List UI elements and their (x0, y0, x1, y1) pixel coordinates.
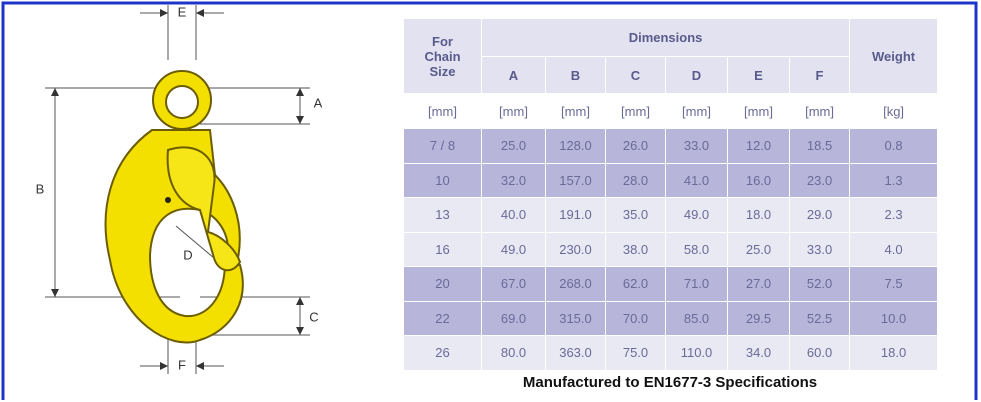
data-cell: 2.3 (849, 197, 939, 233)
data-cell: 23.0 (788, 162, 851, 198)
label-f: F (178, 357, 186, 372)
data-cell: 26 (403, 335, 482, 371)
data-cell: 69.0 (481, 300, 546, 336)
data-cell: 1.3 (849, 162, 939, 198)
header-column: F (788, 56, 851, 94)
table-row: 13 40.0 191.0 35.0 49.0 18.0 29.0 2.3 (403, 197, 939, 233)
table-row: 7 / 8 25.0 128.0 26.0 33.0 12.0 18.5 0.8 (403, 128, 939, 164)
data-cell: 85.0 (665, 300, 728, 336)
unit-cell: [mm] (605, 93, 666, 129)
unit-cell: [mm] (727, 93, 790, 129)
data-cell: 49.0 (481, 231, 546, 267)
data-cell: 67.0 (481, 266, 546, 302)
data-cell: 12.0 (727, 128, 790, 164)
data-cell: 34.0 (727, 335, 790, 371)
data-cell: 315.0 (545, 300, 606, 336)
data-cell: 75.0 (605, 335, 666, 371)
data-cell: 16 (403, 231, 482, 267)
label-c: C (309, 309, 318, 324)
label-b: B (36, 181, 45, 196)
data-cell: 41.0 (665, 162, 728, 198)
data-cell: 40.0 (481, 197, 546, 233)
header-column: B (545, 56, 606, 94)
data-cell: 230.0 (545, 231, 606, 267)
header-weight: Weight (849, 18, 939, 94)
data-cell: 128.0 (545, 128, 606, 164)
data-cell: 7 / 8 (403, 128, 482, 164)
table-row: 26 80.0 363.0 75.0 110.0 34.0 60.0 18.0 (403, 335, 939, 371)
unit-cell: [mm] (403, 93, 482, 129)
caption: Manufactured to EN1677-3 Specifications (522, 374, 818, 391)
table-row: For Chain Size Dimensions Weight (403, 18, 939, 94)
data-cell: 18.0 (727, 197, 790, 233)
data-cell: 20 (403, 266, 482, 302)
header-column: D (665, 56, 728, 94)
header-dimensions: Dimensions (480, 18, 851, 57)
header-column: A (481, 56, 546, 94)
data-cell: 110.0 (665, 335, 728, 371)
data-cell: 58.0 (665, 231, 728, 267)
unit-cell: [kg] (849, 93, 939, 129)
data-cell: 29.5 (727, 300, 790, 336)
data-cell: 27.0 (727, 266, 790, 302)
data-cell: 16.0 (727, 162, 790, 198)
unit-cell: [mm] (665, 93, 728, 129)
label-a: A (314, 95, 323, 110)
data-cell: 35.0 (605, 197, 666, 233)
data-cell: 0.8 (849, 128, 939, 164)
data-cell: 4.0 (849, 231, 939, 267)
data-cell: 363.0 (545, 335, 606, 371)
data-cell: 71.0 (665, 266, 728, 302)
data-cell: 38.0 (605, 231, 666, 267)
unit-cell: [mm] (788, 93, 851, 129)
header-column: E (727, 56, 790, 94)
table-row: 20 67.0 268.0 62.0 71.0 27.0 52.0 7.5 (403, 266, 939, 302)
data-cell: 191.0 (545, 197, 606, 233)
header-chain-size: For Chain Size (403, 18, 482, 94)
header-column: C (605, 56, 666, 94)
data-cell: 52.5 (788, 300, 851, 336)
unit-cell: [mm] (545, 93, 606, 129)
data-cell: 70.0 (605, 300, 666, 336)
data-cell: 80.0 (481, 335, 546, 371)
data-cell: 60.0 (788, 335, 851, 371)
hook (104, 70, 244, 344)
data-cell: 268.0 (545, 266, 606, 302)
arrowheads (51, 9, 304, 370)
data-cell: 10 (403, 162, 482, 198)
data-cell: 10.0 (849, 300, 939, 336)
data-cell: 49.0 (665, 197, 728, 233)
table-row: [mm] [mm] [mm] [mm] [mm] [mm] [mm] [kg] (403, 93, 939, 129)
dimension-lines (45, 5, 310, 374)
data-cell: 62.0 (605, 266, 666, 302)
data-cell: 22 (403, 300, 482, 336)
table-row: 10 32.0 157.0 28.0 41.0 16.0 23.0 1.3 (403, 162, 939, 198)
data-cell: 13 (403, 197, 482, 233)
unit-cell: [mm] (481, 93, 546, 129)
data-cell: 18.5 (788, 128, 851, 164)
data-cell: 28.0 (605, 162, 666, 198)
data-cell: 25.0 (481, 128, 546, 164)
data-cell: 25.0 (727, 231, 790, 267)
data-cell: 26.0 (605, 128, 666, 164)
data-cell: 7.5 (849, 266, 939, 302)
table-row: 16 49.0 230.0 38.0 58.0 25.0 33.0 4.0 (403, 231, 939, 267)
spec-table: For Chain Size Dimensions Weight A B C D E F [mm]… (403, 18, 939, 371)
data-cell: 32.0 (481, 162, 546, 198)
data-cell: 157.0 (545, 162, 606, 198)
data-cell: 52.0 (788, 266, 851, 302)
label-e: E (178, 4, 187, 19)
label-d: D (183, 247, 192, 262)
data-cell: 33.0 (665, 128, 728, 164)
data-cell: 33.0 (788, 231, 851, 267)
table-row: 22 69.0 315.0 70.0 85.0 29.5 52.5 10.0 (403, 300, 939, 336)
data-cell: 18.0 (849, 335, 939, 371)
data-cell: 29.0 (788, 197, 851, 233)
